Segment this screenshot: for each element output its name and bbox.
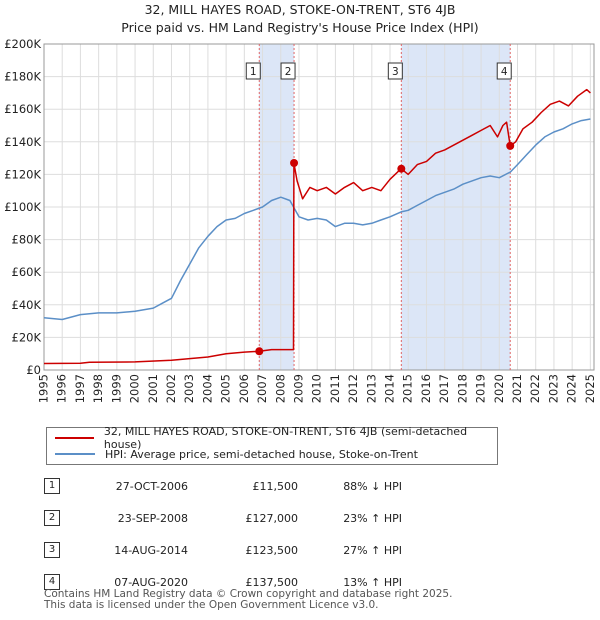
sale-date: 07-AUG-2020	[114, 575, 188, 589]
chart-title: 32, MILL HAYES ROAD, STOKE-ON-TRENT, ST6…	[144, 2, 456, 17]
x-tick-label: 2000	[128, 374, 142, 403]
x-tick-label: 2006	[237, 374, 251, 403]
x-tick-label: 2018	[455, 374, 469, 403]
sale-label-box	[280, 62, 296, 80]
table-row: 1 27-OCT-2006 £11,500 88% ↓ HPI	[40, 470, 402, 502]
x-tick-label: 2014	[383, 374, 397, 403]
x-tick-label: 2005	[219, 374, 233, 403]
y-tick-label: £60K	[12, 265, 42, 279]
table-row: 3 14-AUG-2014 £123,500 27% ↑ HPI	[40, 534, 402, 566]
sale-number-badge: 3	[44, 542, 60, 558]
legend-item-hpi: HPI: Average price, semi-detached house,…	[55, 446, 418, 462]
sale-number-badge: 4	[44, 574, 60, 590]
sale-point	[506, 141, 515, 150]
x-tick-label: 1995	[37, 374, 51, 403]
sale-hpi-change: 13% ↑ HPI	[343, 575, 402, 589]
y-tick-label: £0	[26, 363, 41, 377]
x-tick-label: 2019	[474, 374, 488, 403]
x-tick-label: 2021	[510, 374, 524, 403]
sale-label: 1	[250, 66, 257, 78]
sale-point	[397, 164, 406, 173]
sale-price: £11,500	[252, 479, 299, 493]
x-tick-label: 2017	[437, 374, 451, 403]
x-tick-label: 2024	[565, 374, 579, 403]
footer-notice: Contains HM Land Registry data © Crown c…	[44, 589, 452, 611]
legend-label-hpi: HPI: Average price, semi-detached house,…	[105, 447, 418, 461]
y-tick-label: £80K	[12, 233, 42, 247]
y-tick-label: £120K	[4, 167, 41, 181]
x-tick-label: 2011	[328, 374, 342, 403]
x-tick-label: 2025	[583, 374, 597, 403]
sale-date: 27-OCT-2006	[115, 479, 188, 493]
footer-copyright: Contains HM Land Registry data © Crown c…	[44, 588, 453, 600]
x-tick-label: 2010	[310, 374, 324, 403]
sale-label: 3	[392, 66, 399, 78]
x-tick-label: 2001	[146, 374, 160, 403]
x-tick-label: 2012	[346, 374, 360, 403]
sale-price: £137,500	[245, 575, 299, 589]
legend-swatch-hpi	[55, 453, 95, 455]
legend-label-property: 32, MILL HAYES ROAD, STOKE-ON-TRENT, ST6…	[103, 425, 468, 451]
legend-item-property: 32, MILL HAYES ROAD, STOKE-ON-TRENT, ST6…	[55, 425, 497, 451]
y-tick-label: £180K	[4, 70, 41, 84]
price-chart: 1 2 3 4 £0 £20K £40K £60K £80K £100K £120K £140K £1…	[4, 37, 597, 403]
x-tick-label: 1998	[91, 374, 105, 403]
x-tick-label: 2020	[492, 374, 506, 403]
y-tick-label: £100K	[4, 200, 41, 214]
table-row: 4 07-AUG-2020 £137,500 13% ↑ HPI	[40, 566, 402, 598]
x-tick-label: 2004	[200, 374, 214, 403]
x-tick-label: 1999	[109, 374, 123, 403]
x-tick-label: 2023	[546, 374, 560, 403]
sale-label-box	[387, 62, 403, 80]
x-tick-label: 2008	[273, 374, 287, 403]
y-tick-label: £200K	[4, 37, 41, 51]
x-tick-label: 1996	[55, 374, 69, 403]
x-tick-label: 2013	[364, 374, 378, 403]
sale-price: £123,500	[245, 543, 299, 557]
sale-point	[290, 158, 299, 167]
sale-label: 2	[285, 66, 292, 78]
plot-area	[43, 43, 595, 371]
transactions-table: 1 27-OCT-2006 £11,500 88% ↓ HPI 2 23-SEP…	[40, 470, 402, 598]
sale-price: £127,000	[245, 511, 299, 525]
x-tick-label: 2015	[401, 374, 415, 403]
sale-label-box	[496, 62, 512, 80]
x-tick-label: 2022	[528, 374, 542, 403]
sale-hpi-change: 88% ↓ HPI	[343, 479, 402, 493]
sale-date: 23-SEP-2008	[117, 511, 188, 525]
footer-licence: This data is licensed under the Open Gov…	[44, 599, 379, 611]
y-tick-label: £20K	[12, 330, 42, 344]
x-tick-label: 1997	[73, 374, 87, 403]
x-tick-label: 2009	[291, 374, 305, 403]
chart-subtitle: Price paid vs. HM Land Registry's House …	[121, 20, 479, 35]
legend-swatch-property	[55, 437, 94, 439]
chart-legend: 32, MILL HAYES ROAD, STOKE-ON-TRENT, ST6…	[46, 425, 498, 465]
sale-number-badge: 1	[44, 478, 60, 494]
x-tick-label: 2007	[255, 374, 269, 403]
y-tick-label: £160K	[4, 102, 41, 116]
x-tick-label: 2002	[164, 374, 178, 403]
y-tick-label: £40K	[12, 298, 42, 312]
sale-point	[255, 347, 264, 356]
sale-label-box	[245, 62, 261, 80]
hpi-series-line	[43, 118, 591, 321]
y-tick-label: £140K	[4, 135, 41, 149]
sale-date: 14-AUG-2014	[114, 543, 188, 557]
sale-hpi-change: 23% ↑ HPI	[343, 511, 402, 525]
sale-number-badge: 2	[44, 510, 60, 526]
sale-hpi-change: 27% ↑ HPI	[343, 543, 402, 557]
sale-label: 4	[501, 66, 508, 78]
x-tick-label: 2003	[182, 374, 196, 403]
table-row: 2 23-SEP-2008 £127,000 23% ↑ HPI	[40, 502, 402, 534]
x-tick-label: 2016	[419, 374, 433, 403]
